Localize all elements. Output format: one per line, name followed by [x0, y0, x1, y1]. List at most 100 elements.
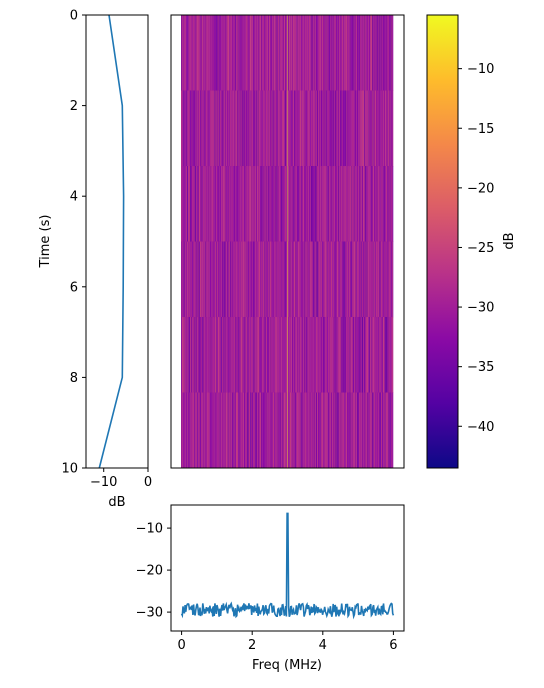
spectrogram-cell	[284, 90, 285, 167]
spectrogram-cell	[387, 392, 389, 469]
spectrogram-cell	[182, 317, 184, 393]
spectrogram-cell	[284, 392, 285, 469]
spectrogram-cell	[282, 317, 284, 393]
spectrogram-cell	[305, 392, 307, 469]
spectrogram-cell	[323, 241, 325, 318]
spectrogram-cell	[308, 392, 310, 469]
spectrogram-cell	[385, 166, 386, 242]
spectrogram-cell	[357, 90, 359, 167]
spectrogram-cell	[380, 90, 381, 167]
spectrogram-cell	[219, 166, 221, 242]
spectrogram-cell	[192, 317, 194, 393]
spectrogram-cell	[243, 392, 244, 469]
spectrogram-cell	[262, 317, 264, 393]
spectrogram-cell	[192, 15, 194, 91]
spectrogram-cell	[198, 15, 200, 91]
spectrogram-cell	[336, 166, 338, 242]
spectrogram-cell	[282, 15, 284, 91]
spectrogram-cell	[274, 392, 276, 469]
spectrogram-cell	[339, 317, 341, 393]
spectrogram-cell	[380, 15, 382, 91]
spectrogram-cell	[265, 166, 267, 242]
spectrogram-cell	[229, 90, 231, 167]
spectrogram-cell	[307, 241, 308, 318]
spectrogram-cell	[315, 317, 317, 393]
spectrogram-cell	[384, 15, 386, 91]
spectrogram-cell	[332, 90, 334, 167]
spectrogram-cell	[289, 15, 290, 91]
spectrogram-cell	[371, 166, 372, 242]
spectrogram-cell	[209, 166, 211, 242]
spectrogram-cell	[214, 15, 216, 91]
spectrogram-cell	[384, 15, 386, 91]
spectrogram-cell	[319, 166, 321, 242]
spectrogram-cell	[372, 90, 374, 167]
spectrogram-cell	[265, 15, 267, 91]
spectrogram-cell	[387, 15, 389, 91]
spectrogram-cell	[236, 392, 238, 469]
spectrogram-cell	[306, 241, 307, 318]
spectrogram-cell	[251, 166, 253, 242]
spectrogram-cell	[315, 90, 317, 167]
spectrogram-cell	[365, 317, 366, 393]
spectrogram-cell	[255, 15, 257, 91]
spectrogram-cell	[296, 392, 298, 469]
spectrogram-cell	[300, 15, 301, 91]
spectrogram-cell	[305, 392, 306, 469]
spectrogram-cell	[187, 90, 189, 167]
spectrogram-cell	[203, 90, 205, 167]
spectrogram-cell	[372, 90, 374, 167]
spectrogram-cell	[363, 392, 365, 469]
spectrogram-cell	[364, 15, 365, 91]
spectrogram-cell	[255, 166, 256, 242]
spectrogram-cell	[334, 90, 335, 167]
spectrogram-cell	[226, 241, 227, 318]
spectrogram-cell	[344, 241, 345, 318]
spectrogram-cell	[219, 90, 221, 167]
spectrogram-cell	[356, 392, 357, 469]
spectrogram-cell	[294, 166, 296, 242]
spectrogram-cell	[242, 317, 243, 393]
spectrogram-cell	[352, 90, 354, 167]
spectrogram-cell	[215, 15, 217, 91]
spectrogram-cell	[263, 392, 265, 469]
spectrogram-cell	[282, 90, 283, 167]
spectrogram-cell	[253, 392, 254, 469]
spectrogram-cell	[218, 241, 220, 318]
spectrogram-cell	[288, 241, 289, 318]
spectrogram-cell	[316, 166, 318, 242]
spectrogram-cell	[361, 392, 363, 469]
spectrogram-cell	[344, 392, 345, 469]
spectrogram-cell	[329, 392, 331, 469]
spectrogram-cell	[370, 241, 372, 318]
spectrogram-cell	[277, 317, 279, 393]
spectrogram-cell	[199, 90, 200, 167]
spectrogram-cell	[301, 241, 302, 318]
spectrogram-cell	[293, 241, 295, 318]
spectrogram-cell	[257, 166, 258, 242]
spectrogram-cell	[342, 15, 344, 91]
spectrogram-cell	[322, 317, 323, 393]
spectrogram-cell	[315, 317, 316, 393]
spectrogram-cell	[299, 241, 300, 318]
spectrogram-cell	[279, 317, 280, 393]
spectrogram-cell	[378, 166, 380, 242]
spectrogram-cell	[231, 90, 232, 167]
spectrogram-cell	[216, 166, 217, 242]
spectrogram-cell	[193, 166, 195, 242]
freq-profile-xtick-label: 6	[389, 638, 397, 653]
spectrogram-cell	[313, 15, 315, 91]
spectrogram-cell	[257, 392, 259, 469]
spectrogram-cell	[241, 241, 243, 318]
spectrogram-cell	[385, 392, 387, 469]
spectrogram-cell	[362, 241, 364, 318]
spectrogram-cell	[378, 317, 380, 393]
spectrogram-cell	[192, 392, 194, 469]
spectrogram-cell	[327, 90, 328, 167]
spectrogram-cell	[324, 166, 326, 242]
spectrogram-cell	[221, 317, 222, 393]
spectrogram-cell	[331, 15, 333, 91]
spectrogram-cell	[201, 241, 202, 318]
spectrogram-cell	[294, 15, 295, 91]
spectrogram-cell	[306, 15, 307, 91]
